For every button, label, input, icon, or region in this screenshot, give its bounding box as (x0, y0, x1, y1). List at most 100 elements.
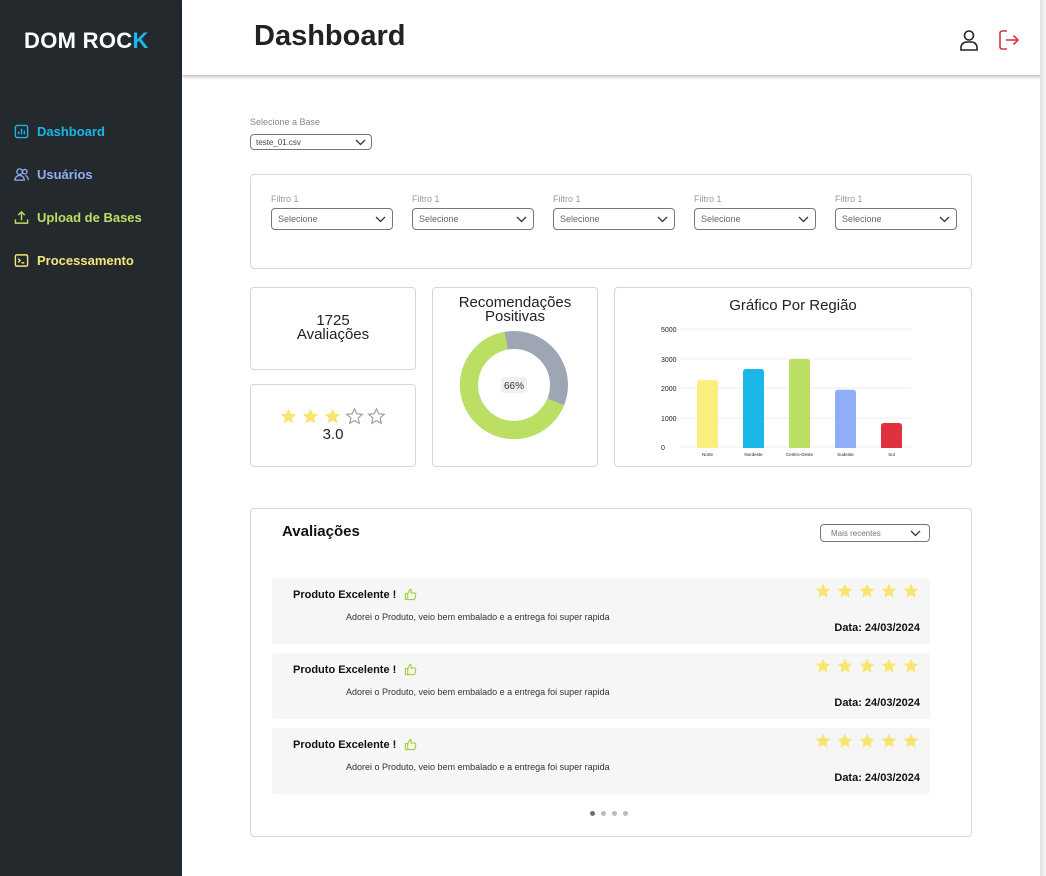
star-filled-icon (324, 408, 341, 424)
review-text: Adorei o Produto, veio bem embalado e a … (346, 687, 610, 697)
chevron-down-icon (375, 216, 386, 222)
region-bar-chart: 5000 3000 2000 1000 0 Norte Nordeste Centro-Oes… (661, 327, 911, 457)
star-filled-icon (903, 733, 919, 748)
bar-sudeste (835, 389, 856, 448)
star-filled-icon (881, 583, 897, 598)
star-filled-icon (903, 658, 919, 673)
terminal-icon (14, 254, 29, 267)
reviews-panel: Avaliações Mais recentes Produto Excelen… (250, 508, 972, 837)
user-icon[interactable] (957, 28, 981, 52)
bar-centro-oeste (789, 358, 810, 448)
review-title: Produto Excelente ! (293, 738, 397, 751)
star-filled-icon (837, 658, 853, 673)
x-tick-label: Centro-Oeste (786, 452, 814, 457)
y-tick-label: 2000 (661, 386, 677, 393)
y-tick-label: 3000 (661, 357, 677, 364)
recommendations-card: Recomendações Positivas 66% (432, 287, 598, 467)
sidebar-item-processamento[interactable]: Processamento (14, 253, 134, 268)
filter-select[interactable]: Selecione (553, 208, 675, 230)
review-title-row: Produto Excelente ! (293, 588, 417, 601)
filter-select[interactable]: Selecione (694, 208, 816, 230)
star-empty-icon (367, 407, 386, 425)
sidebar-item-dashboard[interactable]: Dashboard (14, 124, 105, 139)
sort-select-value: Mais recentes (831, 528, 881, 538)
filter-select[interactable]: Selecione (835, 208, 957, 230)
review-title: Produto Excelente ! (293, 588, 397, 601)
star-filled-icon (815, 733, 831, 748)
recommendations-title-line2: Positivas (484, 308, 546, 325)
pagination-dot[interactable] (623, 811, 628, 816)
filter-select[interactable]: Selecione (271, 208, 393, 230)
base-select-value: teste_01.csv (256, 137, 301, 147)
recommendations-donut: 66% (460, 331, 568, 439)
star-filled-icon (815, 583, 831, 598)
filter-group: Filtro 1 Selecione (271, 194, 393, 230)
review-title-row: Produto Excelente ! (293, 738, 417, 751)
review-stars (814, 582, 920, 600)
review-item: Produto Excelente ! Adorei o Produto, ve… (272, 728, 930, 794)
filter-label: Filtro 1 (553, 194, 581, 204)
pagination-dots (590, 811, 628, 816)
star-filled-icon (859, 733, 875, 748)
star-filled-icon (837, 733, 853, 748)
chevron-down-icon (939, 216, 950, 222)
chevron-down-icon (355, 139, 366, 145)
y-tick-label: 5000 (661, 327, 677, 334)
star-empty-icon (345, 407, 364, 425)
star-filled-icon (859, 583, 875, 598)
upload-icon (14, 210, 29, 224)
donut-center-label: 66% (504, 381, 524, 392)
base-select[interactable]: teste_01.csv (250, 134, 372, 150)
scrollbar-track (1040, 0, 1046, 876)
sidebar-item-label: Usuários (37, 167, 93, 182)
base-select-label: Selecione a Base (250, 117, 321, 127)
pagination-dot[interactable] (590, 811, 595, 816)
reviews-count-label: Avaliações (296, 326, 370, 343)
y-tick-label: 1000 (661, 416, 677, 423)
logout-icon[interactable] (996, 28, 1020, 52)
review-text: Adorei o Produto, veio bem embalado e a … (346, 612, 610, 622)
review-date: Data: 24/03/2024 (834, 697, 920, 709)
review-title-row: Produto Excelente ! (293, 663, 417, 676)
x-tick-label: Sul (888, 452, 895, 457)
chevron-down-icon (910, 530, 921, 536)
filter-placeholder: Selecione (419, 214, 459, 224)
filter-placeholder: Selecione (560, 214, 600, 224)
bar-nordeste (743, 368, 764, 448)
x-tick-label: Nordeste (744, 452, 763, 457)
review-stars (814, 732, 920, 750)
sidebar-item-label: Dashboard (37, 124, 105, 139)
review-date: Data: 24/03/2024 (834, 622, 920, 634)
x-tick-label: Norte (702, 452, 714, 457)
star-filled-icon (280, 408, 297, 424)
donut-positive-slice (460, 331, 568, 439)
sidebar-item-usuarios[interactable]: Usuários (14, 167, 93, 182)
chevron-down-icon (516, 216, 527, 222)
pagination-dot[interactable] (612, 811, 617, 816)
filters-panel: Filtro 1 Selecione Filtro 1 Selecione Fi… (250, 174, 972, 269)
rating-card: 3.0 (250, 384, 416, 467)
filter-group: Filtro 1 Selecione (553, 194, 675, 230)
review-item: Produto Excelente ! Adorei o Produto, ve… (272, 653, 930, 719)
reviews-count-card: 1725 Avaliações (250, 287, 416, 370)
star-filled-icon (881, 658, 897, 673)
users-icon (14, 168, 29, 181)
sort-select[interactable]: Mais recentes (820, 524, 930, 542)
filter-label: Filtro 1 (412, 194, 440, 204)
filter-select[interactable]: Selecione (412, 208, 534, 230)
chevron-down-icon (657, 216, 668, 222)
filter-label: Filtro 1 (694, 194, 722, 204)
rating-value: 3.0 (322, 426, 344, 443)
thumbs-up-icon (405, 588, 417, 601)
review-text: Adorei o Produto, veio bem embalado e a … (346, 762, 610, 772)
logo: DOM ROCK (24, 28, 149, 53)
thumbs-up-icon (405, 663, 417, 676)
star-filled-icon (815, 658, 831, 673)
sidebar-item-label: Processamento (37, 253, 134, 268)
recommendations-title-line1: Recomendações (458, 294, 572, 311)
thumbs-up-icon (405, 738, 417, 751)
pagination-dot[interactable] (601, 811, 606, 816)
top-header: Dashboard (182, 0, 1042, 75)
sidebar-item-upload[interactable]: Upload de Bases (14, 210, 142, 225)
